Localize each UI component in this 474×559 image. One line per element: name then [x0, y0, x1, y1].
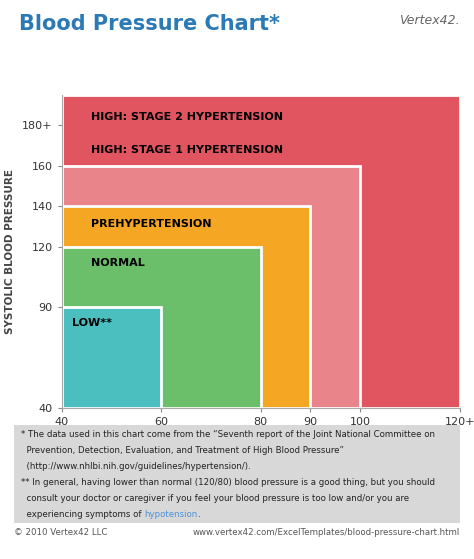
Text: .: . [197, 510, 200, 519]
Text: LOW**: LOW** [72, 318, 111, 328]
Text: Vertex42.: Vertex42. [399, 14, 460, 27]
Text: experiencing symptoms of: experiencing symptoms of [21, 510, 144, 519]
Text: NORMAL: NORMAL [91, 258, 145, 268]
Text: © 2010 Vertex42 LLC: © 2010 Vertex42 LLC [14, 528, 108, 537]
X-axis label: DIASTOLIC BLOOD PRESSURE: DIASTOLIC BLOOD PRESSURE [175, 434, 346, 444]
Text: hypotension: hypotension [144, 510, 197, 519]
Bar [62, 247, 261, 408]
Text: * The data used in this chart come from the “Seventh report of the Joint Nationa: * The data used in this chart come from … [21, 430, 435, 439]
Text: (http://www.nhlbi.nih.gov/guidelines/hypertension/).: (http://www.nhlbi.nih.gov/guidelines/hyp… [21, 462, 251, 471]
Y-axis label: SYSTOLIC BLOOD PRESSURE: SYSTOLIC BLOOD PRESSURE [5, 169, 15, 334]
Bar [62, 206, 310, 408]
Text: PREHYPERTENSION: PREHYPERTENSION [91, 219, 212, 229]
Text: ** In general, having lower than normal (120/80) blood pressure is a good thing,: ** In general, having lower than normal … [21, 478, 435, 487]
Bar [62, 165, 360, 408]
Bar [62, 307, 161, 408]
Text: HIGH: STAGE 2 HYPERTENSION: HIGH: STAGE 2 HYPERTENSION [91, 112, 283, 122]
Text: Prevention, Detection, Evaluation, and Treatment of High Blood Pressure”: Prevention, Detection, Evaluation, and T… [21, 446, 344, 455]
Text: Blood Pressure Chart*: Blood Pressure Chart* [19, 14, 280, 34]
Text: consult your doctor or caregiver if you feel your blood pressure is too low and/: consult your doctor or caregiver if you … [21, 494, 409, 503]
Text: www.vertex42.com/ExcelTemplates/blood-pressure-chart.html: www.vertex42.com/ExcelTemplates/blood-pr… [192, 528, 460, 537]
Text: HIGH: STAGE 1 HYPERTENSION: HIGH: STAGE 1 HYPERTENSION [91, 145, 283, 154]
